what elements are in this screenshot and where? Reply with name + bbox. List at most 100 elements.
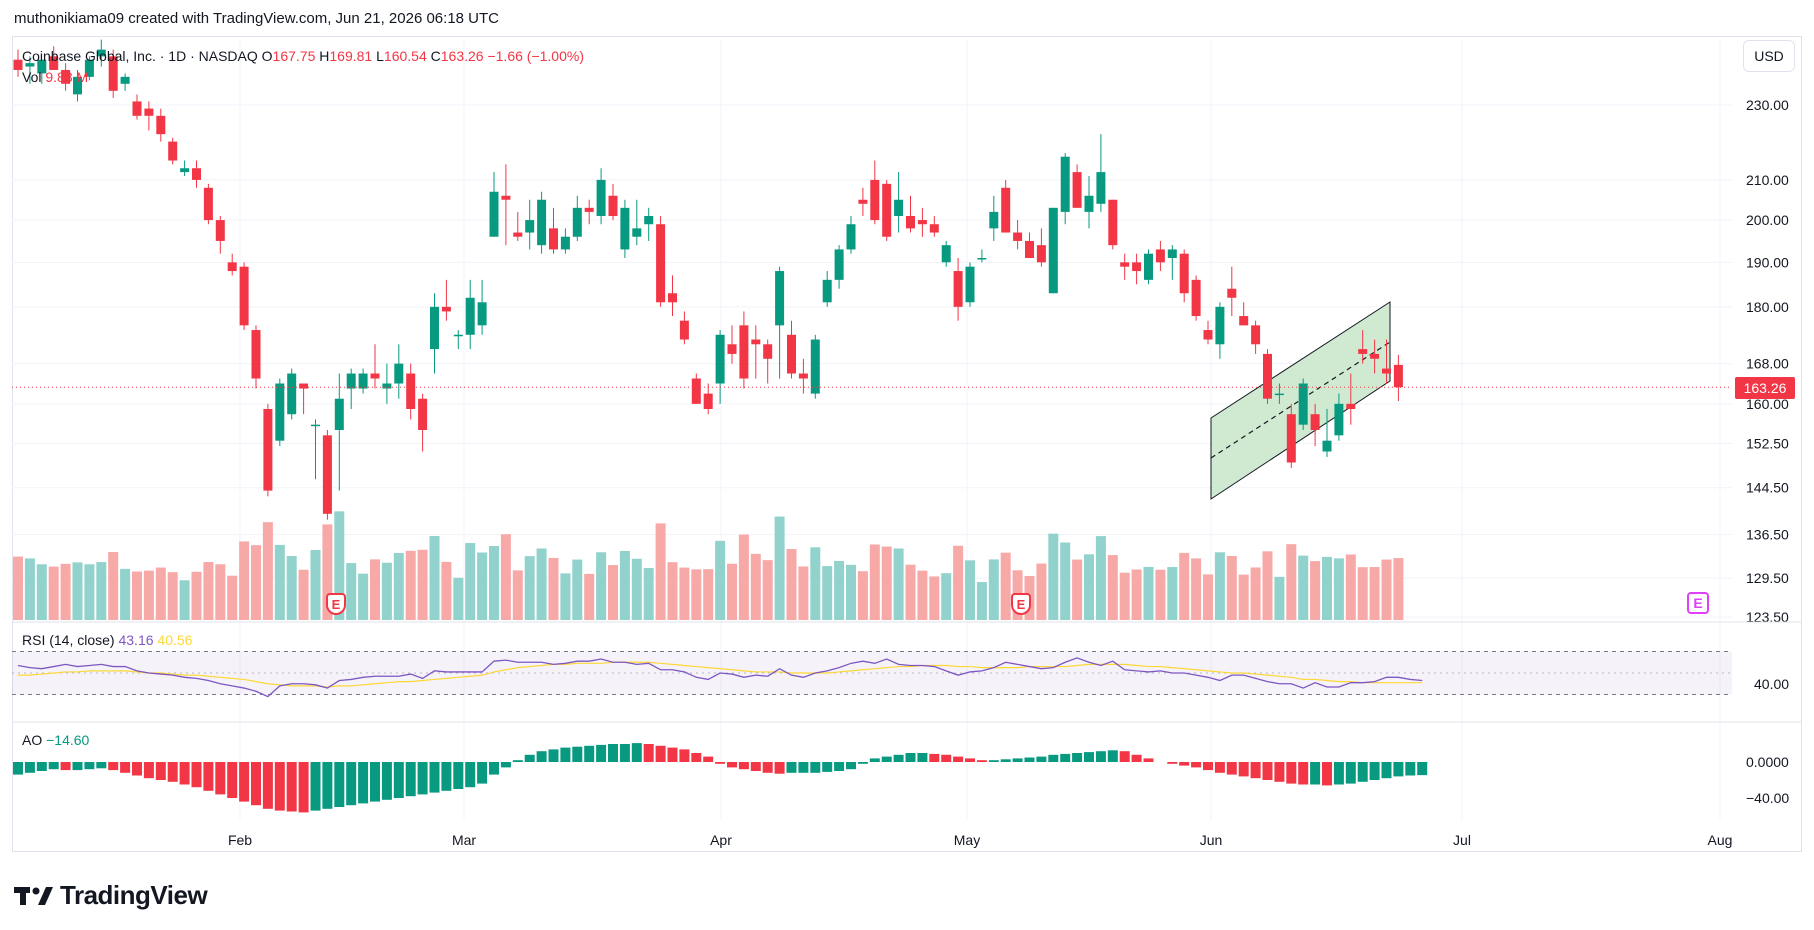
volume-bar [274,544,285,620]
volume-bar [774,516,785,620]
ao-bar [857,762,868,764]
volume-bar [405,550,416,620]
volume-bar [905,564,916,620]
candle-body [203,187,213,221]
volume-bar [215,564,226,620]
ao-bar [334,762,345,807]
ao-bar [96,762,107,769]
ao-bar [500,762,511,768]
earnings-badge-feb[interactable]: E [326,593,346,615]
volume-bar [560,573,571,620]
ao-bar [393,762,404,798]
symbol-title[interactable]: Coinbase Global, Inc. · 1D · NASDAQ [22,48,258,64]
volume-bar [393,552,404,620]
candle-body [763,344,773,359]
rsi-legend[interactable]: RSI (14, close) 43.16 40.56 [22,632,192,648]
volume-bar [1345,554,1356,620]
ao-bar [810,762,821,773]
ao-bar [298,762,309,813]
volume-bar [846,564,856,620]
candle-body [644,215,654,225]
candle-body [846,224,856,250]
candle-body [1203,330,1213,340]
volume-bar [489,546,499,620]
ao-legend[interactable]: AO −14.60 [22,732,89,748]
ao-bar [489,762,499,775]
volume-bar [655,523,666,620]
candle-body [370,373,380,379]
candle-body [430,306,439,350]
candle-body [311,424,320,427]
ao-bar [405,762,416,797]
ao-bar [441,762,452,791]
candle-body [787,334,796,374]
candle-body [227,262,237,272]
ao-bar [774,762,785,774]
candle-body [572,207,582,237]
volume-bar [869,544,880,620]
time-tick-label: Mar [452,832,476,848]
ao-bar [643,744,654,762]
volume-bar [453,577,464,620]
candle-body [906,215,915,229]
ao-bar [1322,762,1332,786]
rsi-value: 43.16 [118,632,154,648]
ao-bar [429,762,440,793]
candle-body [1060,156,1070,212]
volume-bar [1214,552,1225,620]
currency-button[interactable]: USD [1743,40,1795,72]
volume-bar [132,571,142,620]
candle-body [346,373,356,389]
ao-bar [881,756,892,762]
candle-body [620,207,630,250]
candle-body [513,232,523,237]
candle-body [727,344,737,354]
volume-bar [298,569,309,620]
candle-body [1084,195,1094,212]
volume-bar [1143,566,1154,620]
candle-body [1393,364,1403,388]
candle-body [1251,325,1261,345]
volume-bar [13,556,23,620]
ao-bar [1012,758,1023,762]
events-icon[interactable]: E [1687,592,1709,614]
candle-body [1215,306,1225,345]
volume-bar [512,570,523,620]
volume-bar [1191,558,1202,620]
volume-bar [381,562,392,620]
volume-bar [179,580,190,620]
volume-bar [1107,555,1118,620]
ao-bar [536,751,547,762]
candle-body [489,191,499,237]
volume-bar [631,558,642,620]
candle-body [894,199,904,216]
high-value: 169.81 [329,48,373,64]
earnings-badge-may[interactable]: E [1011,593,1031,615]
volume-bar [1393,558,1404,620]
ao-tick-label: −40.00 [1746,790,1789,806]
ao-bar [1143,758,1154,762]
volume-bar [798,566,809,620]
ao-bar [905,753,916,762]
volume-bar [953,545,964,620]
volume-bar [834,560,845,620]
ao-bar [1119,751,1130,762]
candle-body [977,258,987,260]
volume-bar [120,568,131,620]
candle-body [989,211,999,229]
volume-label[interactable]: Vol [22,69,42,85]
volume-bar [370,559,380,620]
ao-bar [822,762,833,772]
tradingview-logo[interactable]: TradingView [14,880,208,911]
time-tick-label: Apr [710,832,732,848]
ao-bar [786,762,797,773]
ao-bar [203,762,214,791]
candle-body [1179,253,1189,294]
ao-bar [262,762,273,809]
ao-bar [132,762,142,776]
candle-body [394,363,404,384]
candle-body [1346,403,1356,410]
candle-body [25,63,35,67]
volume-bar [679,567,690,620]
